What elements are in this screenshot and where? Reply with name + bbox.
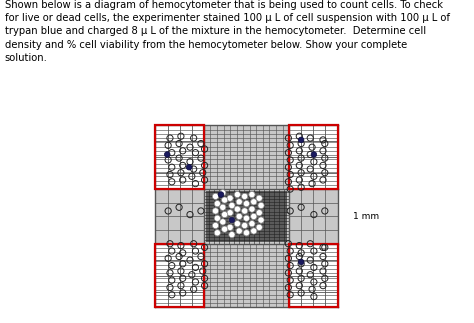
Circle shape <box>256 224 262 230</box>
Circle shape <box>221 226 228 232</box>
Circle shape <box>221 197 228 203</box>
Bar <box>289 125 337 189</box>
Circle shape <box>227 224 233 230</box>
Circle shape <box>164 152 170 157</box>
Circle shape <box>243 201 250 207</box>
Circle shape <box>229 217 235 223</box>
Bar <box>289 125 337 189</box>
Circle shape <box>234 206 240 212</box>
Circle shape <box>249 221 255 227</box>
Circle shape <box>219 190 226 196</box>
Circle shape <box>243 215 250 221</box>
Circle shape <box>236 199 242 205</box>
Circle shape <box>236 213 242 220</box>
Circle shape <box>227 195 233 201</box>
Bar <box>289 244 337 307</box>
Circle shape <box>234 192 240 198</box>
Circle shape <box>298 137 304 143</box>
Circle shape <box>249 206 255 212</box>
Circle shape <box>256 210 262 216</box>
Bar <box>155 125 204 189</box>
Text: Shown below is a diagram of hemocytometer that is being used to count cells. To : Shown below is a diagram of hemocytomete… <box>5 0 450 63</box>
Circle shape <box>242 193 248 200</box>
Circle shape <box>214 230 220 236</box>
Circle shape <box>236 228 242 234</box>
Circle shape <box>311 152 317 157</box>
Bar <box>289 244 337 307</box>
Circle shape <box>214 215 220 221</box>
Circle shape <box>251 199 257 205</box>
Circle shape <box>219 204 226 210</box>
Bar <box>155 189 337 244</box>
Circle shape <box>242 208 248 214</box>
Circle shape <box>258 217 264 223</box>
Circle shape <box>212 208 219 214</box>
Circle shape <box>229 232 235 238</box>
Circle shape <box>227 210 233 216</box>
Bar <box>204 125 289 307</box>
Circle shape <box>219 219 226 225</box>
Circle shape <box>218 192 224 197</box>
Bar <box>155 244 204 307</box>
Circle shape <box>258 203 264 209</box>
Circle shape <box>212 223 219 229</box>
Circle shape <box>256 195 262 201</box>
Bar <box>155 244 204 307</box>
Circle shape <box>214 201 220 207</box>
Circle shape <box>221 212 228 218</box>
Circle shape <box>249 192 255 198</box>
Circle shape <box>251 228 257 234</box>
Circle shape <box>234 221 240 227</box>
Circle shape <box>212 193 219 200</box>
Circle shape <box>243 230 250 236</box>
Circle shape <box>298 259 304 265</box>
Circle shape <box>242 223 248 229</box>
Circle shape <box>186 164 192 170</box>
Circle shape <box>229 203 235 209</box>
Bar <box>206 191 287 242</box>
Bar <box>155 125 204 189</box>
Circle shape <box>251 213 257 220</box>
Text: 1 mm: 1 mm <box>353 212 379 221</box>
Circle shape <box>229 217 235 223</box>
